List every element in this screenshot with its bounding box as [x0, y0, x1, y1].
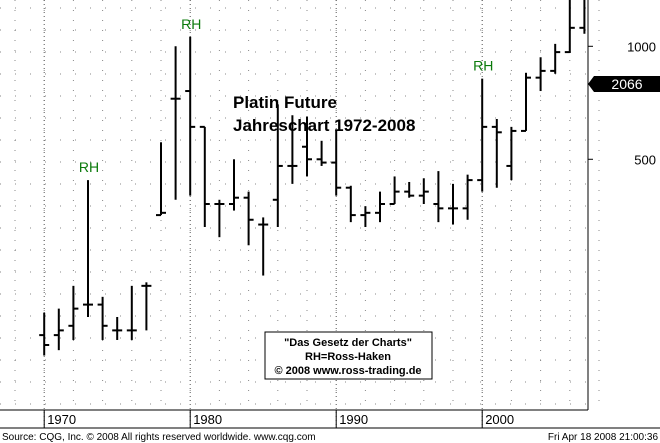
- price-bar: [199, 125, 210, 228]
- note-line-1: "Das Gesetz der Charts": [284, 337, 412, 349]
- x-tick-label: 1970: [47, 412, 76, 427]
- price-bar: [579, 0, 586, 34]
- annotations: RH RH RH: [79, 16, 493, 175]
- price-bar: [126, 285, 137, 340]
- x-tick-label: 2000: [485, 412, 514, 427]
- y-tick-label: 1000: [627, 39, 656, 54]
- price-bar: [141, 282, 152, 331]
- price-bar: [448, 183, 458, 225]
- price-bar: [39, 312, 50, 356]
- x-tick-label: 1990: [339, 412, 368, 427]
- price-bar: [433, 171, 444, 223]
- price-bar: [550, 43, 561, 74]
- price-bar: [170, 46, 181, 200]
- price-bar: [345, 185, 356, 223]
- price-bar: [375, 191, 385, 223]
- price-bar: [258, 217, 269, 276]
- price-bar: [156, 142, 166, 217]
- x-axis-ticks: 1970 1980 1990 2000: [43, 410, 514, 428]
- note-line-2: RH=Ross-Haken: [305, 351, 391, 363]
- price-bar: [564, 0, 575, 54]
- price-bar: [302, 116, 312, 177]
- price-bar: [462, 174, 473, 220]
- last-value-badge: 2066: [588, 76, 660, 92]
- price-bar: [404, 181, 415, 198]
- footer-source: Source: CQG, Inc. © 2008 All rights rese…: [2, 432, 316, 443]
- note-line-3: © 2008 www.ross-trading.de: [274, 365, 421, 377]
- price-bar: [389, 176, 400, 206]
- price-bar: [360, 206, 371, 228]
- price-bar: [229, 159, 239, 211]
- annotation-rh: RH: [79, 159, 99, 175]
- price-bar: [272, 104, 283, 228]
- price-bar: [112, 316, 123, 340]
- y-axis-ticks: 5001000150020002500300035004000: [588, 39, 656, 167]
- price-bar: [185, 36, 196, 196]
- price-bar: [506, 126, 517, 181]
- price-bar: [97, 296, 108, 340]
- price-bar: [53, 308, 64, 351]
- note-box: "Das Gesetz der Charts" RH=Ross-Haken © …: [264, 331, 433, 380]
- price-bar: [521, 72, 531, 132]
- price-bar: [331, 129, 342, 196]
- price-bar: [243, 191, 254, 246]
- chart-title-line-1: Platin Future: [233, 93, 337, 112]
- y-tick-label: 500: [634, 152, 656, 167]
- last-value-label: 2066: [611, 76, 642, 92]
- price-bars: [39, 0, 586, 356]
- price-bar: [477, 78, 488, 192]
- price-bar: [316, 140, 327, 166]
- price-bar: [535, 57, 546, 92]
- price-bar: [287, 115, 298, 184]
- price-bar: [491, 119, 502, 188]
- footer-timestamp: Fri Apr 18 2008 21:00:36: [548, 432, 659, 443]
- annotation-rh: RH: [473, 58, 493, 74]
- price-bar: [418, 178, 429, 205]
- price-bar: [68, 285, 79, 340]
- annotation-rh: RH: [181, 16, 201, 32]
- x-tick-label: 1980: [193, 412, 222, 427]
- price-bar: [83, 180, 93, 317]
- price-bar: [214, 199, 225, 238]
- chart-title-line-2: Jahreschart 1972-2008: [233, 116, 415, 135]
